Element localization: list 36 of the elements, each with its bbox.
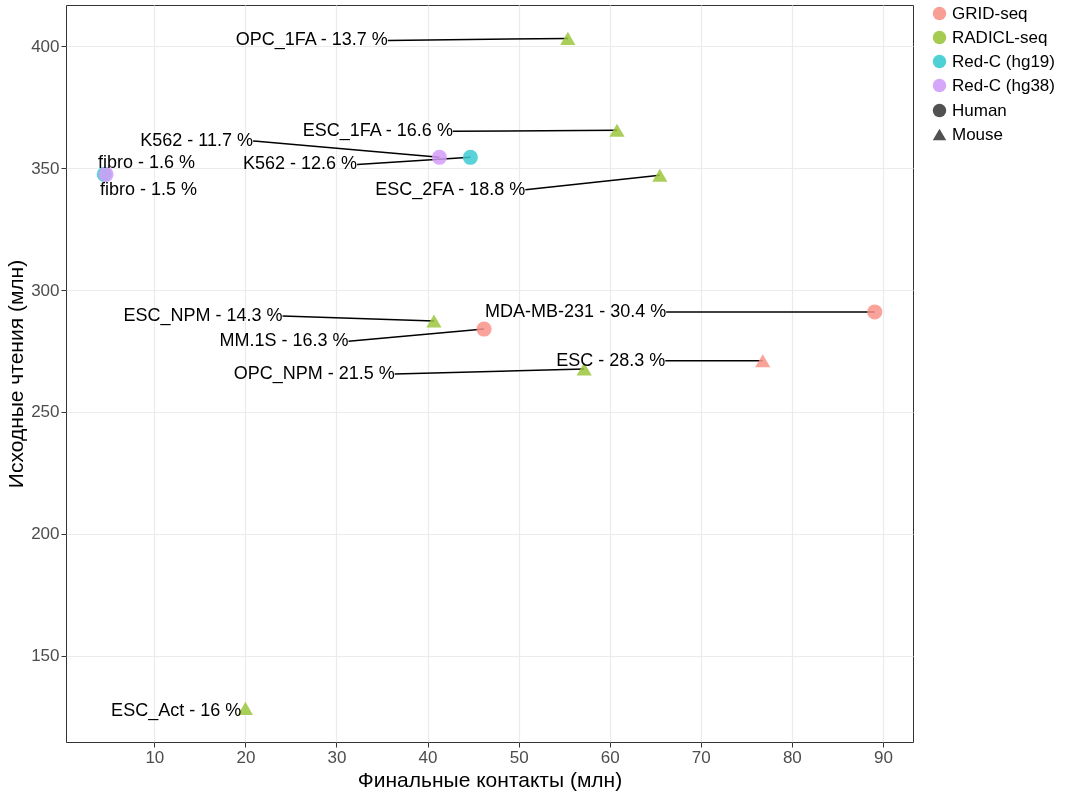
annotation: K562 - 11.7 % <box>140 129 254 150</box>
y-tick-label: 150 <box>31 646 60 666</box>
legend-label: RADICL-seq <box>952 27 1048 47</box>
annotation: ESC_2FA - 18.8 % <box>375 178 526 200</box>
annotation: OPC_NPM - 21.5 % <box>233 363 395 385</box>
annotation: ESC_NPM - 14.3 % <box>123 304 283 326</box>
x-tick-label: 30 <box>327 747 347 767</box>
x-tick-label: 90 <box>873 747 893 767</box>
annotation: fibro - 1.5 % <box>99 178 197 199</box>
annotation: MM.1S - 16.3 % <box>219 330 349 351</box>
text: Mouse <box>952 124 1004 144</box>
annotation: K562 - 12.6 % <box>243 153 358 174</box>
text: Human <box>952 100 1007 120</box>
x-tick-label: 10 <box>145 747 165 767</box>
x-tick-label: 70 <box>691 747 711 767</box>
annotation: MDA-MB-231 - 30.4 % <box>485 300 667 321</box>
y-tick-label: 250 <box>31 402 60 422</box>
y-tick-label: 200 <box>31 524 60 544</box>
x-tick-label: 50 <box>509 747 529 767</box>
x-axis-title: Финальные контакты (млн) <box>357 767 623 791</box>
y-tick-label: 350 <box>31 158 60 178</box>
annotation: ESC_1FA - 16.6 % <box>302 120 453 142</box>
y-tick-label: 300 <box>31 280 60 300</box>
annotation: ESC_Act - 16 % <box>111 700 242 722</box>
y-axis-title: Исходные чтения (млн) <box>4 259 28 489</box>
legend-label: GRID-seq <box>952 3 1028 23</box>
legend-label: Red-C (hg19) <box>952 51 1055 71</box>
legend-label: Red-C (hg38) <box>952 75 1055 95</box>
x-tick-label: 80 <box>782 747 802 767</box>
annotation: OPC_1FA - 13.7 % <box>235 29 388 51</box>
annotation: fibro - 1.6 % <box>98 152 196 173</box>
x-tick-label: 40 <box>418 747 438 767</box>
x-tick-label: 60 <box>600 747 620 767</box>
y-tick-label: 400 <box>31 36 60 56</box>
annotation: ESC - 28.3 % <box>556 349 666 370</box>
x-tick-label: 20 <box>236 747 256 767</box>
